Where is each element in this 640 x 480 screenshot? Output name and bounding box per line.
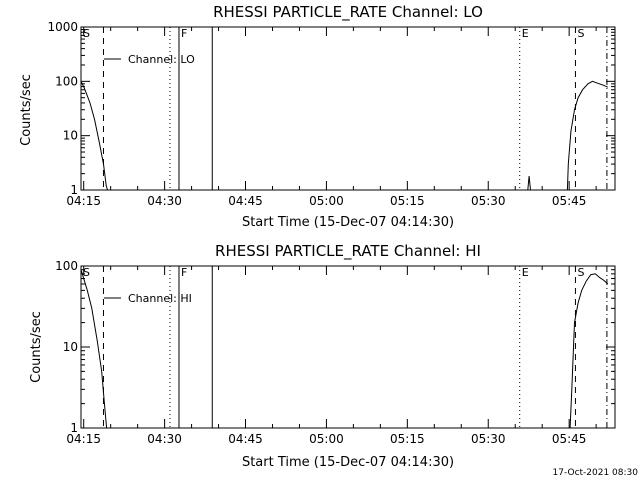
series-line-lo-2 — [566, 80, 609, 191]
series-line-lo-0 — [80, 81, 108, 191]
chart-title-lo: RHESSI PARTICLE_RATE Channel: LO — [213, 3, 483, 22]
x-tick-label-hi: 04:15 — [66, 432, 101, 446]
chart-title-hi: RHESSI PARTICLE_RATE Channel: HI — [215, 242, 481, 261]
y-tick-label-lo: 1000 — [47, 20, 78, 34]
x-axis-label-hi: Start Time (15-Dec-07 04:14:30) — [242, 455, 454, 470]
legend-lo: Channel: LO — [104, 53, 195, 66]
event-marker-label-lo: S — [83, 27, 90, 40]
x-tick-label-lo: 05:45 — [552, 194, 587, 208]
x-tick-label-lo: 05:00 — [309, 194, 344, 208]
y-tick-label-lo: 1 — [70, 183, 78, 197]
x-tick-label-lo: 05:15 — [390, 194, 425, 208]
legend-label-hi: Channel: HI — [128, 292, 192, 305]
x-tick-label-lo: 05:30 — [471, 194, 506, 208]
x-tick-label-hi: 05:45 — [552, 432, 587, 446]
footer-timestamp: 17-Oct-2021 08:30 — [553, 468, 639, 478]
y-axis-label-lo: Counts/sec — [19, 74, 34, 146]
x-tick-label-lo: 04:15 — [66, 194, 101, 208]
series-line-hi-0 — [80, 269, 108, 429]
x-tick-label-hi: 04:45 — [228, 432, 263, 446]
y-tick-label-lo: 100 — [55, 74, 78, 88]
event-marker-label-hi: S — [83, 266, 90, 279]
axes-frame-lo — [80, 26, 616, 191]
event-marker-label-hi: E — [522, 266, 529, 279]
y-tick-label-hi: 10 — [63, 340, 78, 354]
chart-panel-hi: RHESSI PARTICLE_RATE Channel: HI Counts/… — [29, 242, 616, 470]
y-tick-label-hi: 1 — [70, 421, 78, 435]
x-tick-label-hi: 05:15 — [390, 432, 425, 446]
event-marker-label-hi: F — [181, 266, 187, 279]
series-line-hi-1 — [569, 273, 609, 429]
event-marker-label-lo: E — [522, 27, 529, 40]
event-marker-label-hi: S — [577, 266, 584, 279]
x-tick-label-hi: 05:30 — [471, 432, 506, 446]
event-marker-label-lo: F — [181, 27, 187, 40]
x-tick-label-lo: 04:30 — [147, 194, 182, 208]
event-marker-label-lo: S — [577, 27, 584, 40]
x-axis-label-lo: Start Time (15-Dec-07 04:14:30) — [242, 215, 454, 230]
legend-hi: Channel: HI — [104, 292, 192, 305]
x-tick-label-hi: 04:30 — [147, 432, 182, 446]
axes-frame-hi — [80, 265, 616, 429]
legend-label-lo: Channel: LO — [128, 53, 195, 66]
y-tick-label-lo: 10 — [63, 129, 78, 143]
chart-panel-lo: RHESSI PARTICLE_RATE Channel: LO Counts/… — [19, 3, 616, 230]
series-line-lo-1 — [527, 176, 531, 191]
x-tick-label-hi: 05:00 — [309, 432, 344, 446]
x-tick-label-lo: 04:45 — [228, 194, 263, 208]
y-axis-label-hi: Counts/sec — [29, 311, 44, 383]
y-tick-label-hi: 100 — [55, 259, 78, 273]
